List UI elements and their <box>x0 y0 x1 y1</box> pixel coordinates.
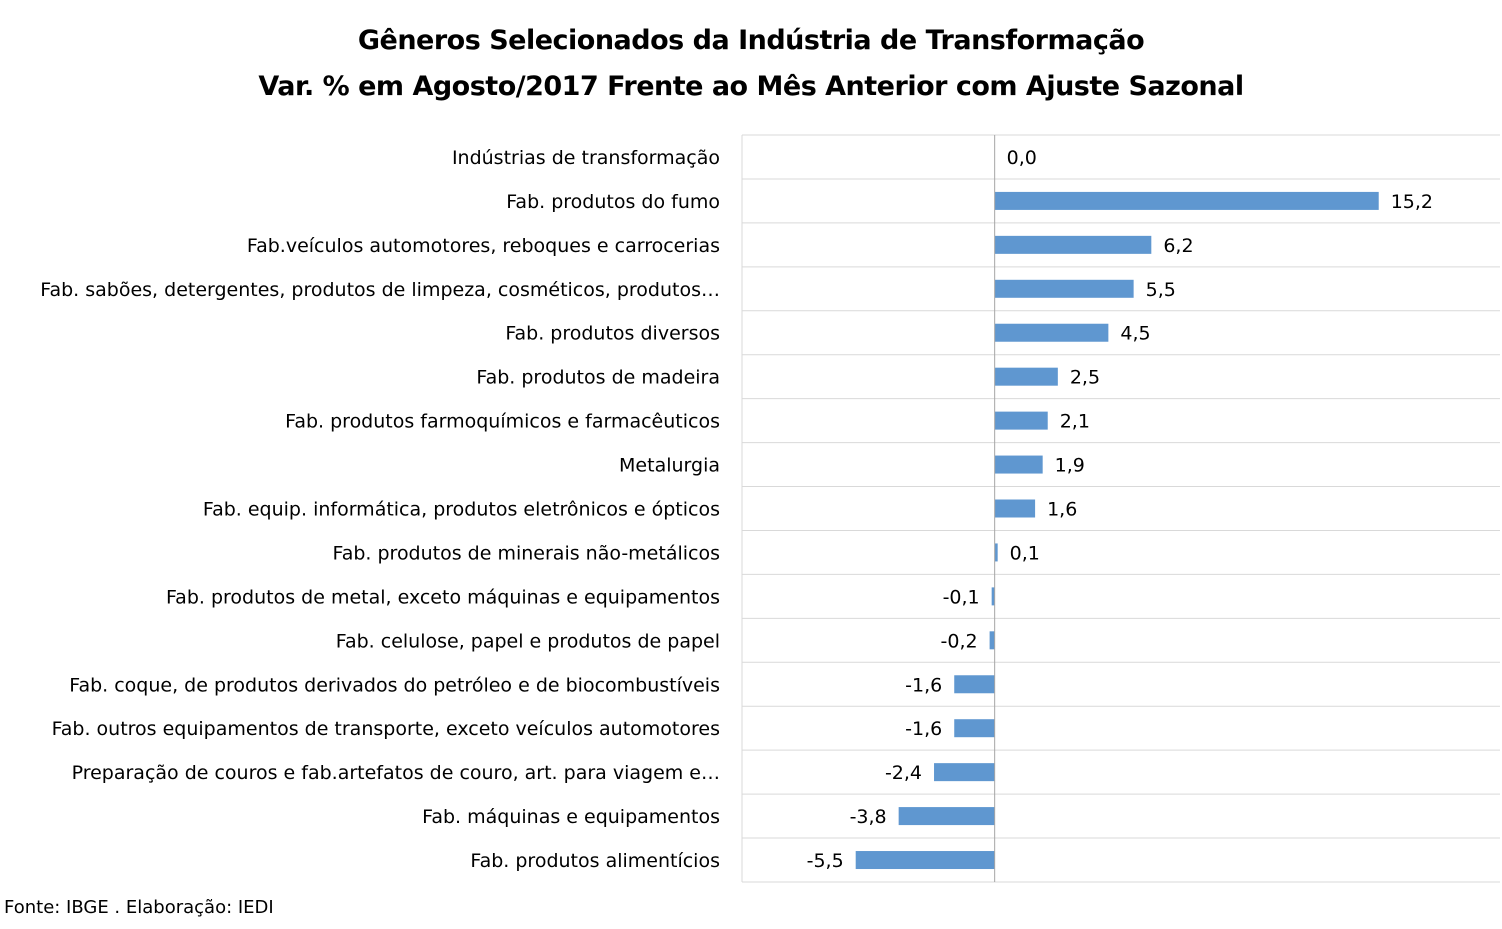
category-label: Fab. coque, de produtos derivados do pet… <box>69 674 720 696</box>
data-label: 0,1 <box>1010 542 1040 564</box>
data-label: -0,1 <box>943 586 980 608</box>
bar <box>994 235 1152 254</box>
category-label: Fab. produtos farmoquímicos e farmacêuti… <box>285 411 720 433</box>
bar <box>898 807 995 826</box>
bar <box>994 543 998 562</box>
category-label: Fab. produtos do fumo <box>506 191 720 213</box>
data-label: 15,2 <box>1391 191 1433 213</box>
category-label: Fab. produtos de madeira <box>476 367 720 389</box>
bar <box>855 851 995 870</box>
chart-subtitle: Var. % em Agosto/2017 Frente ao Mês Ante… <box>258 71 1244 102</box>
bar <box>994 191 1379 210</box>
bar <box>994 367 1058 386</box>
category-label: Fab. outros equipamentos de transporte, … <box>52 718 720 740</box>
category-label: Indústrias de transformação <box>452 147 720 169</box>
category-label: Metalurgia <box>619 455 720 477</box>
bar <box>934 763 995 782</box>
data-label: 1,9 <box>1055 455 1085 477</box>
bar <box>989 631 995 650</box>
data-label: -3,8 <box>850 806 887 828</box>
category-label: Fab. máquinas e equipamentos <box>422 806 720 828</box>
category-label: Fab. produtos de metal, exceto máquinas … <box>166 586 720 608</box>
data-label: 5,5 <box>1146 279 1176 301</box>
chart-title: Gêneros Selecionados da Indústria de Tra… <box>357 25 1145 56</box>
data-label: 2,1 <box>1060 411 1090 433</box>
data-label: -1,6 <box>905 718 942 740</box>
data-label: 2,5 <box>1070 367 1100 389</box>
category-label: Fab. produtos alimentícios <box>470 850 720 872</box>
category-label: Fab.veículos automotores, reboques e car… <box>247 235 720 257</box>
data-label: -0,2 <box>941 630 978 652</box>
category-label: Fab. produtos de minerais não-metálicos <box>333 542 720 564</box>
bar <box>954 675 995 694</box>
category-label: Fab. celulose, papel e produtos de papel <box>336 630 720 652</box>
data-label: -1,6 <box>905 674 942 696</box>
data-label: -5,5 <box>807 850 844 872</box>
chart-title-block: Gêneros Selecionados da Indústria de Tra… <box>0 18 1502 110</box>
data-label: 4,5 <box>1120 323 1150 345</box>
data-label: -2,4 <box>885 762 922 784</box>
source-note: Fonte: IBGE . Elaboração: IEDI <box>4 897 274 918</box>
category-label: Fab. sabões, detergentes, produtos de li… <box>40 279 720 301</box>
bar <box>994 323 1109 342</box>
bar <box>994 455 1043 474</box>
bar <box>994 279 1134 298</box>
bar <box>994 499 1036 518</box>
bar <box>994 411 1048 430</box>
category-label: Preparação de couros e fab.artefatos de … <box>72 762 720 784</box>
bar <box>954 719 995 738</box>
data-label: 0,0 <box>1007 147 1037 169</box>
bar <box>991 587 995 606</box>
category-label: Fab. produtos diversos <box>505 323 720 345</box>
data-label: 1,6 <box>1047 499 1077 521</box>
data-label: 6,2 <box>1163 235 1193 257</box>
category-label: Fab. equip. informática, produtos eletrô… <box>203 499 720 521</box>
